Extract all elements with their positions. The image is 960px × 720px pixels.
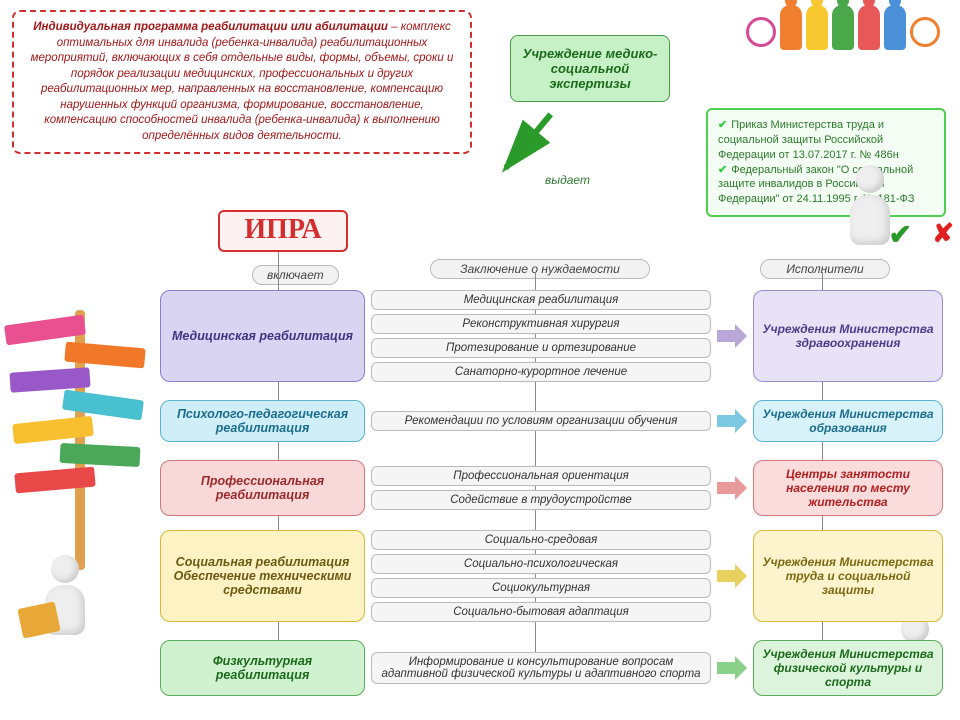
executor-box: Учреждения Министерства труда и социальн…: [753, 530, 943, 622]
signpost-deco: [5, 270, 155, 580]
signpost-arrow: [60, 443, 141, 467]
sub-item: Реконструктивная хирургия: [371, 314, 711, 334]
sub-item: Содействие в трудоустройстве: [371, 490, 711, 510]
executors-label: Исполнители: [760, 259, 890, 279]
arrow-icon: [717, 290, 747, 382]
executor-box: Учреждения Министерства физической культ…: [753, 640, 943, 696]
category-box: Социальная реабилитация Обеспечение техн…: [160, 530, 365, 622]
check-icon: ✔: [889, 218, 912, 251]
people-icons-deco: [746, 5, 940, 50]
law-item: ✔Федеральный закон "О социальной защите …: [718, 163, 934, 208]
rehab-row: Социальная реабилитация Обеспечение техн…: [160, 530, 950, 622]
sub-item: Протезирование и ортезирование: [371, 338, 711, 358]
category-box: Профессиональная реабилитация: [160, 460, 365, 516]
signpost-arrow: [4, 315, 86, 346]
definition-box: Индивидуальная программа реабилитации ил…: [12, 10, 472, 154]
sub-item: Рекомендации по условиям организации обу…: [371, 411, 711, 431]
sub-item: Социально-психологическая: [371, 554, 711, 574]
arrow-icon: [717, 460, 747, 516]
x-icon: ✘: [932, 218, 954, 249]
expert-institution-box: Учреждение медико-социальной экспертизы: [510, 35, 670, 102]
sub-items-column: Рекомендации по условиям организации обу…: [371, 400, 711, 442]
issues-label: выдает: [545, 173, 590, 187]
rehab-row: Психолого-педагогическая реабилитация Рек…: [160, 400, 950, 442]
sub-items-column: Медицинская реабилитация Реконструктивная…: [371, 290, 711, 382]
executor-box: Центры занятости населения по месту жите…: [753, 460, 943, 516]
category-box: Физкультурная реабилитация: [160, 640, 365, 696]
category-box: Медицинская реабилитация: [160, 290, 365, 382]
sub-items-column: Информирование и консультирование вопрос…: [371, 640, 711, 696]
sub-items-column: Профессиональная ориентация Содействие в …: [371, 460, 711, 516]
arrow-icon: [717, 530, 747, 622]
executor-box: Учреждения Министерства здравоохранения: [753, 290, 943, 382]
includes-label: включает: [252, 265, 339, 285]
sub-item: Социально-средовая: [371, 530, 711, 550]
sub-items-column: Социально-средовая Социально-психологичес…: [371, 530, 711, 622]
conclusion-label: Заключение о нуждаемости: [430, 259, 650, 279]
rehab-row: Профессиональная реабилитацияПрофессиона…: [160, 460, 950, 516]
law-item: ✔Приказ Министерства труда и социальной …: [718, 118, 934, 163]
sub-item: Профессиональная ориентация: [371, 466, 711, 486]
sub-item: Медицинская реабилитация: [371, 290, 711, 310]
definition-text: – комплекс оптимальных для инвалида (реб…: [31, 21, 454, 142]
ipra-box: ИПРА: [218, 210, 348, 252]
sub-item: Социокультурная: [371, 578, 711, 598]
arrow-icon: [717, 400, 747, 442]
executor-box: Учреждения Министерства образования: [753, 400, 943, 442]
sub-item: Санаторно-курортное лечение: [371, 362, 711, 382]
rehab-row: Медицинская реабилитацияМедицинская реаб…: [160, 290, 950, 382]
definition-lead: Индивидуальная программа реабилитации ил…: [33, 21, 388, 33]
sub-item: Информирование и консультирование вопрос…: [371, 652, 711, 684]
category-box: Психолого-педагогическая реабилитация: [160, 400, 365, 442]
arrow-icon: [717, 640, 747, 696]
laws-box: ✔Приказ Министерства труда и социальной …: [706, 108, 946, 217]
sub-item: Социально-бытовая адаптация: [371, 602, 711, 622]
rehab-row: Физкультурная реабилитацияИнформирование…: [160, 640, 950, 696]
